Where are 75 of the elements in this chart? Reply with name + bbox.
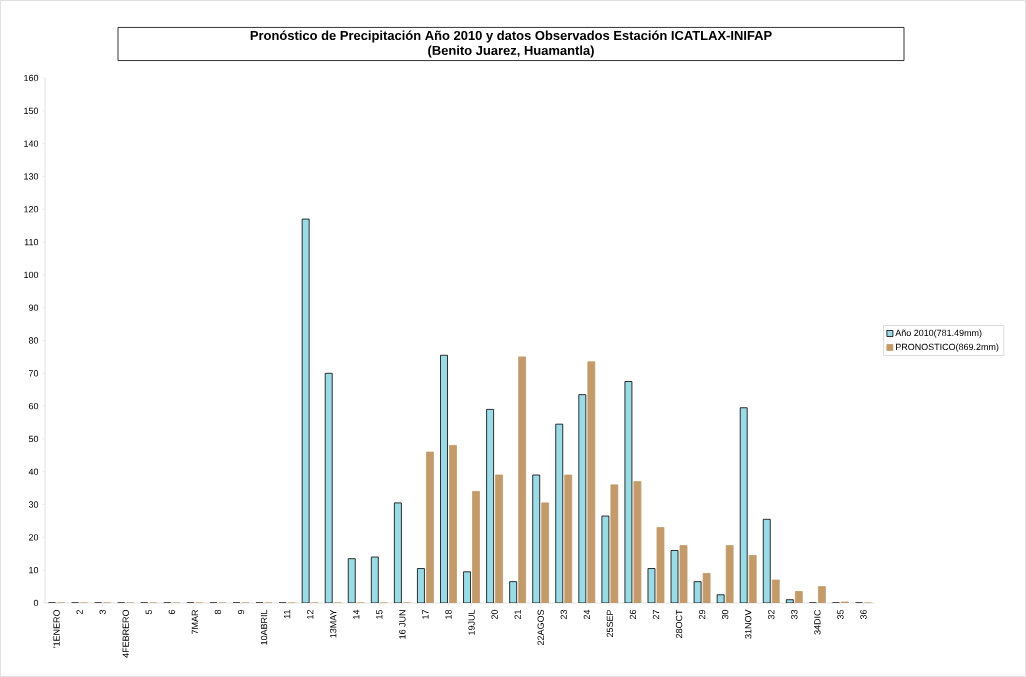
x-tick-label: 35 bbox=[837, 609, 844, 620]
x-tick-label: 28OCT bbox=[675, 609, 683, 638]
y-tick-label: 140 bbox=[24, 140, 39, 147]
x-tick-label: 14 bbox=[353, 609, 360, 619]
x-tick-label: 8 bbox=[214, 609, 222, 615]
y-tick-label: 70 bbox=[28, 370, 39, 377]
x-tick-label: 15 bbox=[376, 609, 383, 619]
x-tick-label: 10ABRIL bbox=[260, 609, 268, 645]
x-tick-label: 3 bbox=[99, 609, 106, 615]
y-tick-label: 20 bbox=[28, 534, 39, 541]
x-tick-label: 36 bbox=[860, 609, 867, 620]
legend-label: PRONOSTICO(869.2mm) bbox=[896, 343, 999, 352]
x-tick-label: 4FEBRERO bbox=[122, 609, 129, 658]
bar bbox=[426, 451, 434, 603]
y-tick-label: 90 bbox=[28, 304, 39, 311]
x-tick-label: 29 bbox=[698, 609, 706, 620]
bar bbox=[587, 361, 596, 603]
chart-title: Pronóstico de Precipitación Año 2010 y datos Observados Estación ICATLAX-INIFAP bbox=[250, 30, 772, 43]
y-tick-label: 100 bbox=[24, 271, 39, 279]
y-tick-label: 60 bbox=[28, 402, 39, 410]
x-tick-label: 26 bbox=[629, 609, 637, 620]
x-tick-label: 7MAR bbox=[191, 609, 198, 634]
x-tick-label: 5 bbox=[145, 609, 152, 615]
bar bbox=[702, 573, 711, 603]
x-tick-label: 20 bbox=[491, 609, 498, 620]
chart-subtitle: (Benito Juarez, Huamantla) bbox=[428, 45, 594, 58]
y-tick-label: 120 bbox=[24, 206, 39, 213]
x-tick-label: 31NOV bbox=[745, 609, 752, 639]
x-tick-label: 25SEP bbox=[606, 609, 614, 637]
bar bbox=[794, 591, 803, 603]
x-tick-label: 23 bbox=[560, 609, 567, 620]
x-tick-label: 16 JUN bbox=[399, 610, 406, 639]
y-tick-label: 110 bbox=[24, 238, 39, 246]
bar bbox=[495, 474, 503, 603]
y-tick-label: 10 bbox=[29, 566, 39, 574]
bar bbox=[656, 527, 665, 603]
x-tick-label: 33 bbox=[791, 609, 798, 620]
bar bbox=[518, 356, 527, 603]
bar bbox=[748, 555, 757, 603]
bar bbox=[679, 545, 688, 603]
x-tick-label: 12 bbox=[307, 609, 314, 619]
x-tick-label: 19JUL bbox=[468, 609, 475, 635]
bar bbox=[633, 481, 642, 603]
y-tick-label: 30 bbox=[28, 501, 39, 508]
x-tick-label: 18 bbox=[445, 609, 452, 619]
legend-label: Año 2010(781.49mm) bbox=[895, 329, 982, 338]
bar bbox=[725, 545, 734, 603]
x-tick-label: 13MAY bbox=[330, 609, 337, 638]
bar bbox=[472, 491, 480, 603]
y-tick-label: 160 bbox=[24, 74, 39, 82]
y-tick-label: 150 bbox=[24, 107, 39, 114]
y-tick-label: 50 bbox=[28, 435, 39, 443]
x-tick-label: 17 bbox=[422, 609, 429, 619]
x-tick-label: 30 bbox=[721, 609, 729, 620]
x-tick-label: 32 bbox=[768, 609, 775, 620]
x-tick-label: 24 bbox=[583, 609, 590, 620]
x-tick-label: 9 bbox=[237, 609, 245, 615]
bar bbox=[610, 484, 619, 603]
x-tick-label: 2 bbox=[76, 609, 83, 615]
y-tick-label: 80 bbox=[28, 337, 39, 344]
x-tick-label: 34DIC bbox=[814, 609, 821, 635]
bar bbox=[564, 474, 573, 603]
x-tick-label: 11 bbox=[284, 609, 291, 619]
y-tick-label: 130 bbox=[24, 173, 39, 180]
x-tick-label: '1ENERO bbox=[53, 609, 60, 648]
bar bbox=[817, 586, 826, 603]
x-tick-label: 27 bbox=[652, 609, 660, 620]
x-tick-label: 22AGOS bbox=[537, 609, 544, 645]
bar bbox=[449, 445, 457, 603]
y-tick-label: 0 bbox=[33, 599, 39, 607]
bar bbox=[771, 579, 780, 603]
y-tick-label: 40 bbox=[28, 468, 39, 475]
x-tick-label: 6 bbox=[168, 609, 175, 615]
x-tick-label: 21 bbox=[514, 609, 521, 620]
bar bbox=[541, 502, 550, 603]
